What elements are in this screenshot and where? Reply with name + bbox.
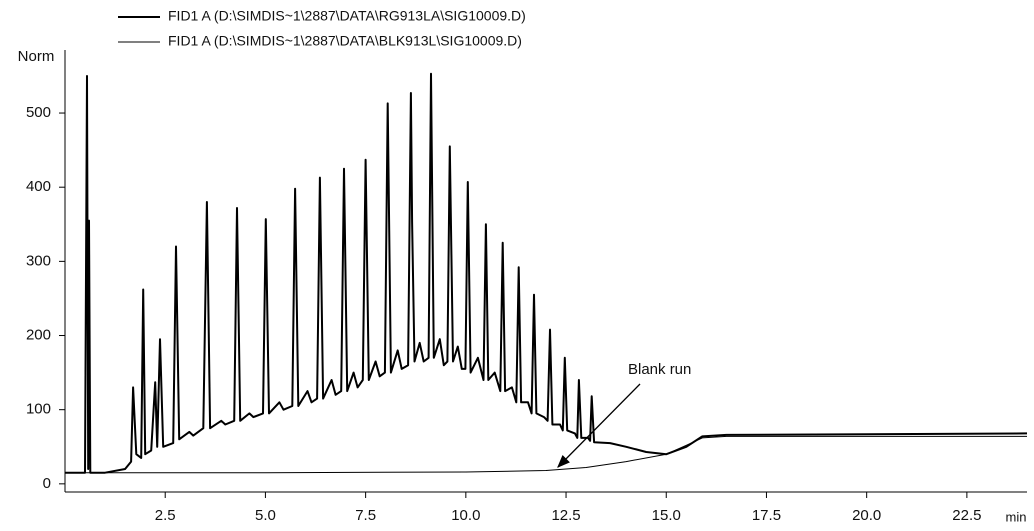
x-tick-label: 10.0 xyxy=(451,507,480,524)
y-tick-label: 0 xyxy=(43,475,51,492)
x-tick-label: 7.5 xyxy=(355,507,376,524)
series-line xyxy=(65,435,1027,474)
y-tick-label: 300 xyxy=(26,252,51,269)
y-tick-label: 500 xyxy=(26,104,51,121)
y-tick-label: 100 xyxy=(26,401,51,418)
x-axis-label: min xyxy=(1006,509,1027,524)
x-tick-label: 22.5 xyxy=(952,507,981,524)
legend-label: FID1 A (D:\SIMDIS~1\2887\DATA\BLK913L\SI… xyxy=(168,33,522,49)
annotation-arrow xyxy=(557,383,641,468)
x-tick-label: 12.5 xyxy=(551,507,580,524)
legend-label: FID1 A (D:\SIMDIS~1\2887\DATA\RG913LA\SI… xyxy=(168,8,526,24)
y-tick-label: 400 xyxy=(26,178,51,195)
series-line xyxy=(65,72,1028,474)
x-tick-label: 17.5 xyxy=(752,507,781,524)
x-tick-label: 20.0 xyxy=(852,507,881,524)
x-tick-label: 5.0 xyxy=(255,507,276,524)
x-tick-label: 2.5 xyxy=(155,507,176,524)
x-tick-label: 15.0 xyxy=(652,507,681,524)
y-tick-label: 200 xyxy=(26,326,51,343)
y-axis-label: Norm xyxy=(18,48,55,65)
annotation: Blank run xyxy=(628,361,691,378)
